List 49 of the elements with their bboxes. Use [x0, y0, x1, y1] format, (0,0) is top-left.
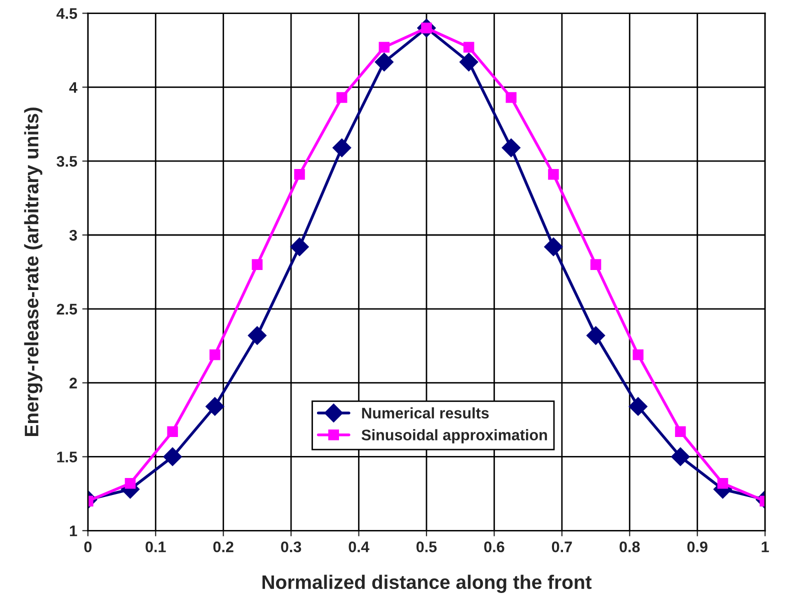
point [717, 478, 728, 489]
x-tick-label: 0.5 [416, 541, 437, 552]
point [502, 138, 520, 158]
point [548, 169, 559, 180]
x-tick-label: 0.7 [552, 541, 572, 552]
x-tick-label: 0.2 [213, 541, 234, 552]
x-tick-label: 0.4 [348, 541, 370, 552]
point [290, 237, 309, 256]
y-tick-label: 4.5 [56, 8, 78, 19]
y-tick-label: 3 [69, 230, 77, 241]
x-tick-label: 0.9 [687, 541, 708, 552]
legend-label: Sinusoidal approximation [362, 429, 547, 444]
x-tick-label: 0 [84, 541, 92, 552]
x-tick-label: 1 [762, 542, 769, 552]
point [590, 259, 602, 270]
x-tick-label: 0.3 [281, 541, 302, 552]
point [459, 52, 478, 72]
point [463, 42, 474, 53]
point [210, 349, 220, 360]
point [586, 326, 606, 345]
x-tick-label: 0.8 [620, 541, 640, 552]
point [248, 326, 267, 345]
y-tick-label: 2 [70, 378, 77, 388]
point [632, 349, 644, 360]
point [628, 397, 648, 416]
y-tick-label: 4 [69, 82, 78, 93]
y-tick-label: 1.5 [57, 452, 78, 462]
point [294, 169, 305, 180]
point [378, 42, 390, 53]
point [671, 447, 690, 466]
point [124, 478, 136, 489]
y-axis-title: Energy-release-rate (arbitrary units) [24, 108, 42, 436]
x-tick-label: 0.6 [484, 541, 504, 552]
y-tick-label: 2.5 [56, 304, 78, 315]
point [374, 52, 394, 72]
point [675, 426, 686, 437]
point [206, 397, 224, 416]
point [167, 426, 178, 437]
point [332, 138, 352, 158]
point [252, 259, 263, 270]
x-axis-title: Normalized distance along the front [262, 574, 592, 593]
x-tick-label: 0.1 [146, 541, 166, 552]
legend-label: Numerical results [362, 407, 489, 419]
point [163, 447, 182, 466]
point [544, 237, 563, 256]
y-tick-label: 1 [70, 526, 78, 536]
y-tick-label: 3.5 [56, 156, 78, 167]
point [336, 92, 348, 103]
point [506, 92, 517, 103]
